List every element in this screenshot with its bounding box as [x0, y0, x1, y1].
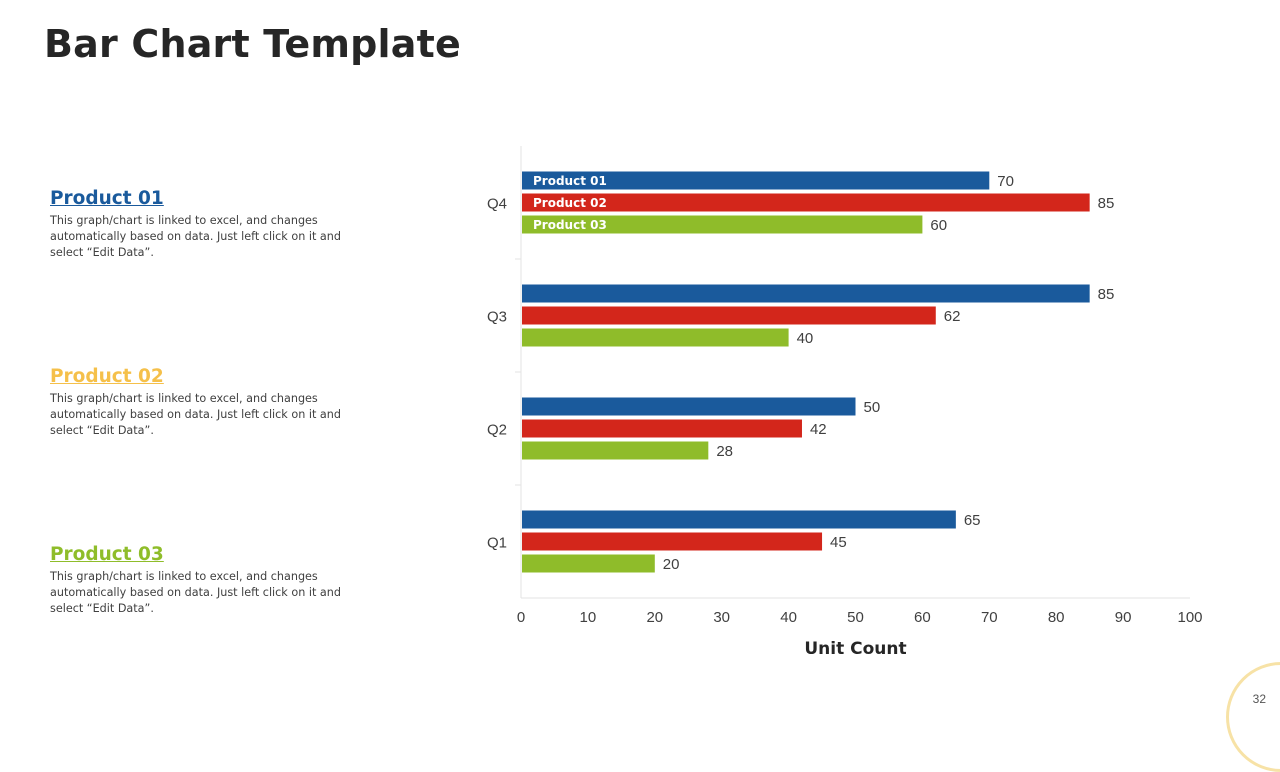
data-label: 28	[716, 443, 733, 460]
legend-label: Product 03	[533, 218, 607, 232]
decorative-ring	[1226, 662, 1280, 772]
data-label: 62	[944, 308, 961, 325]
data-label: 45	[830, 534, 847, 551]
x-tick-label: 20	[646, 609, 663, 626]
product-01-block: Product 01 This graph/chart is linked to…	[50, 188, 370, 261]
bar	[522, 533, 822, 551]
x-tick-label: 80	[1048, 609, 1065, 626]
category-label: Q4	[487, 196, 507, 213]
bar	[522, 285, 1090, 303]
category-label: Q2	[487, 422, 507, 439]
data-label: 85	[1098, 286, 1115, 303]
product-03-description: This graph/chart is linked to excel, and…	[50, 569, 360, 617]
bar	[522, 307, 936, 325]
x-axis-title: Unit Count	[804, 639, 906, 659]
bar	[522, 398, 856, 416]
data-label: 50	[864, 399, 881, 416]
x-tick-label: 70	[981, 609, 998, 626]
data-label: 20	[663, 556, 680, 573]
legend-label: Product 01	[533, 174, 607, 188]
data-label: 40	[797, 330, 814, 347]
bar	[522, 555, 655, 573]
bar	[522, 194, 1090, 212]
x-tick-label: 100	[1177, 609, 1202, 626]
legend-label: Product 02	[533, 196, 607, 210]
bar-chart: 0 10 20 30 40 50 60 70 80 90 100 Unit Count Q1 65 45 20…	[470, 140, 1230, 670]
data-label: 42	[810, 421, 827, 438]
x-tick-label: 60	[914, 609, 931, 626]
x-tick-label: 50	[847, 609, 864, 626]
product-02-block: Product 02 This graph/chart is linked to…	[50, 366, 370, 439]
data-label: 65	[964, 512, 981, 529]
product-03-heading[interactable]: Product 03	[50, 544, 370, 565]
product-03-block: Product 03 This graph/chart is linked to…	[50, 544, 370, 617]
product-02-heading[interactable]: Product 02	[50, 366, 370, 387]
page-title: Bar Chart Template	[44, 22, 461, 66]
x-tick-label: 90	[1115, 609, 1132, 626]
data-label: 70	[997, 173, 1014, 190]
page-number: 32	[1253, 692, 1266, 706]
bar	[522, 442, 708, 460]
x-tick-label: 10	[580, 609, 597, 626]
x-tick-label: 40	[780, 609, 797, 626]
bar	[522, 511, 956, 529]
product-01-heading[interactable]: Product 01	[50, 188, 370, 209]
data-label: 85	[1098, 195, 1115, 212]
category-label: Q1	[487, 535, 507, 552]
bar	[522, 420, 802, 438]
x-tick-label: 0	[517, 609, 525, 626]
product-02-description: This graph/chart is linked to excel, and…	[50, 391, 360, 439]
bar	[522, 329, 789, 347]
data-label: 60	[930, 217, 947, 234]
x-tick-label: 30	[713, 609, 730, 626]
category-label: Q3	[487, 309, 507, 326]
product-01-description: This graph/chart is linked to excel, and…	[50, 213, 360, 261]
